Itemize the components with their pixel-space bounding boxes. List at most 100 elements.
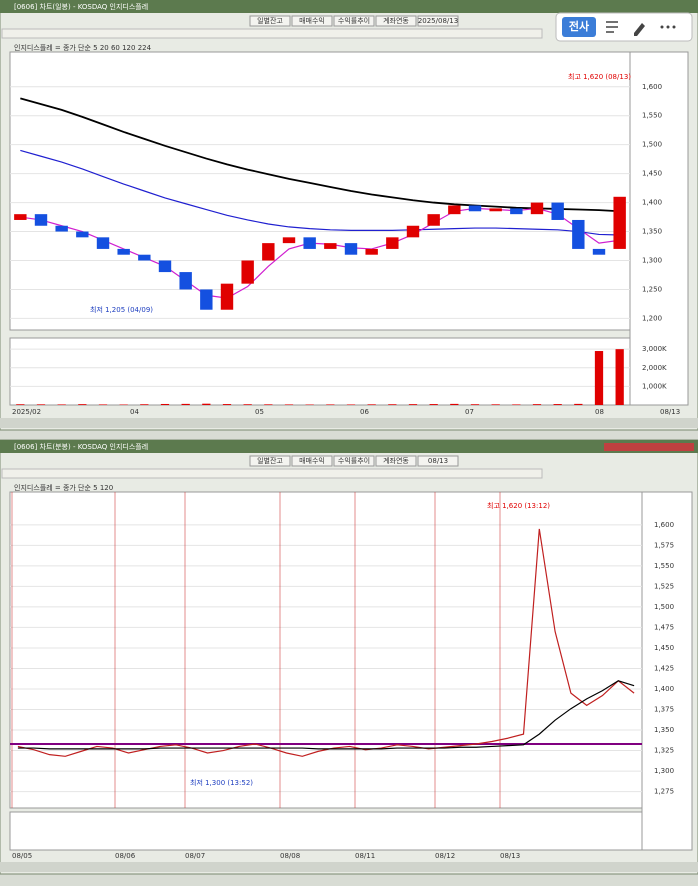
volume-bar [430,404,438,405]
candle-body [613,197,625,249]
candle-body [324,243,336,249]
candle-body [76,232,88,238]
y-tick-label: 1,425 [654,664,674,672]
y-tick-label: 1,200 [642,314,662,322]
candle-body [138,255,150,261]
y-tick-label: 1,000K [642,382,667,390]
y-tick-label: 1,375 [654,706,674,714]
y-tick-label: 1,500 [654,603,674,611]
x-tick-label: 05 [255,408,264,416]
toolbar-label[interactable]: 계좌연동 [383,16,409,25]
volume-bar [492,404,500,405]
price-pane [10,52,630,330]
volume-bar [161,404,169,405]
volume-bar [368,404,376,405]
y-tick-label: 3,000K [642,345,667,353]
volume-bar [285,404,293,405]
x-tick-label: 08/13 [660,408,680,416]
legend: 인지디스플레 = 종가 단순 5 120 [14,483,113,492]
x-tick-label: 08/08 [280,852,300,860]
volume-bar [16,404,24,405]
annotation: 최저 1,300 (13:52) [190,778,253,787]
toolbar-label[interactable]: 일별잔고 [257,16,283,25]
volume-bar [99,404,107,405]
toolbar-label[interactable]: 수익률추이 [338,456,370,465]
volume-bar [326,404,334,405]
volume-bar [140,404,148,405]
candle-body [221,284,233,310]
candle-body [407,226,419,238]
annotation: 최고 1,620 (08/13) [568,72,631,81]
y-tick-label: 1,550 [654,562,674,570]
candle-body [303,237,315,249]
y-tick-label: 1,300 [642,257,662,265]
candle-body [97,237,109,249]
y-tick-label: 1,575 [654,541,674,549]
toolbar-label[interactable]: 2025/08/13 [418,17,458,25]
y-tick-label: 1,400 [654,685,674,693]
toolbar-label[interactable]: 매매수익 [299,17,325,25]
y-tick-label: 1,400 [642,199,662,207]
toolbar-label[interactable]: 계좌연동 [383,456,409,465]
legend: 인지디스플레 = 종가 단순 5 20 60 120 224 [14,43,152,52]
more-icon[interactable] [661,26,664,29]
x-tick-label: 08/05 [12,852,32,860]
toolbar-row [2,29,542,38]
y-tick-label: 1,500 [642,141,662,149]
y-tick-label: 1,350 [654,726,674,734]
x-tick-label: 2025/02 [12,408,41,416]
more-icon[interactable] [673,26,676,29]
candle-body [386,237,398,249]
y-tick-label: 1,450 [654,644,674,652]
y-tick-label: 1,325 [654,747,674,755]
x-tick-label: 08 [595,408,604,416]
toolbar-label[interactable]: 수익률추이 [338,16,370,25]
volume-bar [388,404,396,405]
candle-body [510,208,522,214]
button-label[interactable]: 전사 [569,19,590,33]
toolbar-label[interactable]: 08/13 [428,457,448,465]
toolbar-row [2,469,542,478]
candle-body [427,214,439,226]
annotation: 최저 1,205 (04/09) [90,305,153,314]
volume-pane [10,338,630,405]
y-tick-label: 1,525 [654,582,674,590]
y-tick-label: 1,300 [654,767,674,775]
x-tick-label: 04 [130,408,139,416]
scrollbar[interactable] [0,418,698,428]
toolbar-label[interactable]: 일별잔고 [257,456,283,465]
x-tick-label: 06 [360,408,369,416]
toolbar-label[interactable]: 매매수익 [299,457,325,465]
candle-body [551,203,563,220]
x-tick-label: 08/11 [355,852,375,860]
volume-bar [37,404,45,405]
volume-bar [182,404,190,405]
volume-bar [58,404,66,405]
candle-body [55,226,67,232]
candle-body [283,237,295,243]
y-tick-label: 1,250 [642,285,662,293]
y-tick-label: 1,275 [654,788,674,796]
volume-bar [223,404,231,405]
candle-body [531,203,543,215]
window-title: [0606] 차트(분봉) - KOSDAQ 인지디스플레 [14,442,148,451]
candle-body [117,249,129,255]
scrollbar[interactable] [0,862,698,872]
volume-bar [533,404,541,405]
more-icon[interactable] [667,26,670,29]
window-title: [0606] 차트(일봉) - KOSDAQ 인지디스플레 [14,2,148,11]
y-tick-label: 1,600 [654,521,674,529]
annotation: 최고 1,620 (13:12) [487,501,550,510]
candle-body [200,289,212,309]
x-tick-label: 07 [465,408,474,416]
window-controls[interactable] [604,443,694,451]
volume-bar [409,404,417,405]
candle-body [179,272,191,289]
volume-bar [554,404,562,405]
candle-body [593,249,605,255]
y-tick-label: 1,600 [642,83,662,91]
indicator-pane [10,812,642,850]
floating-toolbar: 전사 [556,13,692,41]
